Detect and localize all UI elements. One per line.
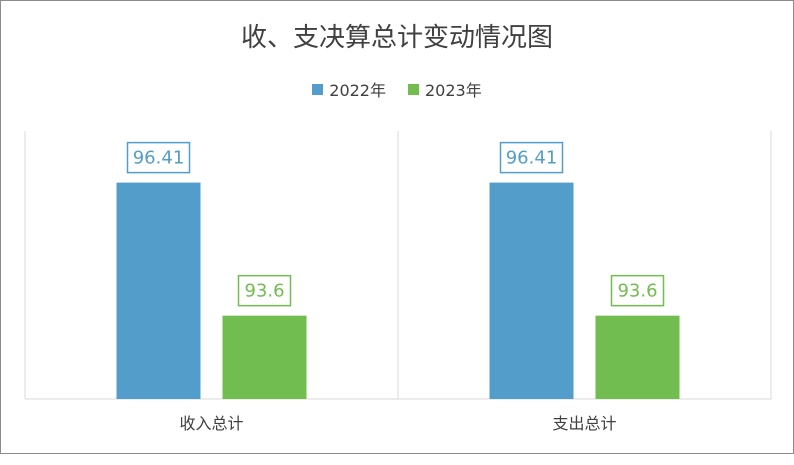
data-label-box bbox=[499, 141, 564, 174]
bar-2022-expense bbox=[489, 182, 574, 399]
bar-chart-plot: 96.41 93.6 收入总计 96.41 93.6 支出总计 bbox=[24, 131, 772, 433]
legend-item-2023: 2023年 bbox=[408, 77, 482, 101]
chart-title: 收、支决算总计变动情况图 bbox=[240, 23, 553, 53]
data-label: 96.41 bbox=[506, 148, 558, 169]
data-label: 93.6 bbox=[244, 281, 284, 302]
category-label: 支出总计 bbox=[552, 414, 616, 433]
category-label: 收入总计 bbox=[179, 414, 243, 433]
legend-label-2022: 2022年 bbox=[329, 81, 386, 100]
data-label: 93.6 bbox=[617, 281, 657, 302]
data-label: 96.41 bbox=[133, 148, 185, 169]
data-label-box bbox=[126, 141, 191, 174]
chart-frame: 收、支决算总计变动情况图 2022年 2023年 96.41 93.6 收入总计 96… bbox=[0, 0, 794, 454]
legend-swatch-2023 bbox=[408, 83, 419, 95]
legend: 2022年 2023年 bbox=[1, 77, 793, 101]
data-label-box bbox=[237, 274, 292, 307]
legend-label-2023: 2023年 bbox=[425, 81, 482, 100]
bar-2023-expense bbox=[595, 315, 680, 399]
bar-2023-income bbox=[222, 315, 307, 399]
legend-item-2022: 2022年 bbox=[312, 77, 386, 101]
data-label-box bbox=[610, 274, 665, 307]
legend-swatch-2022 bbox=[312, 83, 324, 95]
bar-2022-income bbox=[116, 182, 201, 399]
